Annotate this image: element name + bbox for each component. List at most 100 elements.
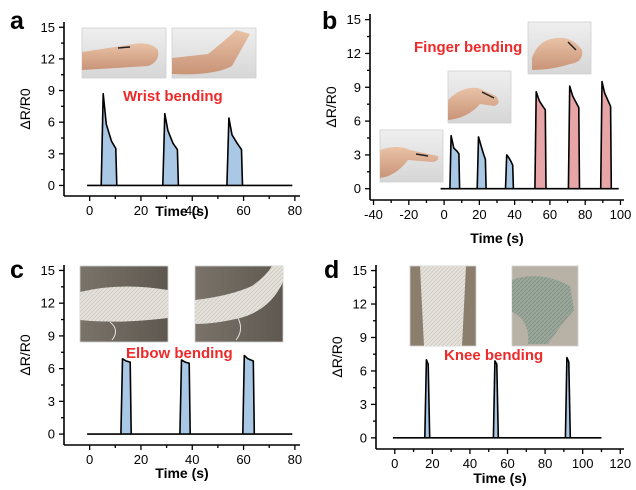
panel-d-x-tick-label: 120: [609, 456, 631, 471]
finger-half-bent-photo: [447, 70, 512, 124]
panel-b-peak-3-line: [504, 154, 515, 189]
panel-d-y-tick-label: 9: [360, 330, 367, 345]
panel-b-peak-1-line: [449, 134, 461, 189]
panel-d-x-tick-label: 60: [500, 456, 514, 471]
panel-b-peak-2-line: [476, 136, 487, 189]
panel-a-peak-2-line: [162, 112, 180, 186]
panel-b-peak-6-fill: [600, 81, 612, 189]
panel-c-peak-3-fill: [242, 355, 255, 435]
panel-b-peak-6-line: [599, 80, 613, 189]
panel-b-x-tick-label: -40: [364, 207, 383, 222]
panel-a-y-tick-label: 15: [41, 20, 55, 35]
panel-a-x-tick-label: 80: [288, 203, 302, 218]
panel-b-annotation: Finger bending: [414, 39, 522, 56]
panel-d-letter: d: [324, 256, 339, 284]
panel-c-letter: c: [10, 256, 24, 284]
panel-a-x-tick-label: 0: [86, 203, 93, 218]
panel-c-plot: 0 20 40 60 80 0 3 6 9 12 15 Time (s) ΔR/R0: [17, 263, 302, 481]
panel-b-x-tick-label: 0: [440, 207, 447, 222]
panel-a-y-tick-label: 3: [48, 146, 55, 161]
panel-b-peak-4-fill: [534, 91, 546, 189]
panel-b-y-tick-label: 6: [354, 114, 361, 129]
panel-c-y-tick-label: 12: [41, 296, 55, 311]
panel-c: c 0 20 40 60 80 0 3 6 9 12 15 Time (s) ΔR/R0 Elbow b…: [10, 256, 302, 481]
panel-a-peak-3-fill: [226, 118, 243, 186]
panel-a-x-tick-label: 20: [134, 203, 148, 218]
panel-b-peak-2-fill: [477, 136, 487, 189]
panel-a-peak-3-line: [226, 117, 244, 186]
panel-c-y-tick-label: 0: [48, 427, 55, 442]
panel-b-y-tick-label: 12: [347, 46, 361, 61]
panel-c-x-tick-label: 20: [134, 452, 148, 467]
panel-c-y-axis-title: ΔR/R0: [17, 334, 33, 375]
panel-b-x-tick-label: 100: [610, 207, 632, 222]
panel-d-annotation: Knee bending: [444, 347, 543, 364]
panel-a-annotation: Wrist bending: [123, 88, 223, 105]
panel-b-x-axis-title: Time (s): [470, 230, 523, 246]
panel-b: b -40 -20 0 20 40 60 80 100 0 3 6 9 12 15 Time (s) ΔR/R…: [322, 7, 631, 246]
knee-bent-photo: [511, 265, 579, 347]
panel-b-y-axis-title: ΔR/R0: [323, 86, 339, 127]
panel-c-peak-3-line: [242, 354, 256, 435]
finger-bent-photo: [527, 21, 592, 75]
panel-a-letter: a: [10, 7, 25, 35]
wrist-straight-photo: [81, 27, 167, 79]
knee-straight-photo: [409, 265, 477, 347]
panel-d-x-tick-label: 40: [463, 456, 477, 471]
panel-d-x-tick-label: 20: [425, 456, 439, 471]
panel-c-x-tick-label: 0: [86, 452, 93, 467]
panel-a-y-tick-label: 9: [48, 83, 55, 98]
panel-c-peak-1-line: [120, 358, 132, 435]
panel-c-y-tick-label: 15: [41, 263, 55, 278]
panel-b-x-tick-label: 60: [543, 207, 557, 222]
elbow-straight-photo: [79, 265, 169, 343]
panel-d-peak-2-line: [492, 360, 500, 438]
panel-d-peak-1-line: [424, 359, 431, 438]
panel-c-y-tick-label: 6: [48, 361, 55, 376]
wrist-bent-photo: [171, 27, 257, 79]
panel-d-x-tick-label: 80: [538, 456, 552, 471]
panel-a-peak-2-fill: [162, 113, 179, 186]
panel-d-y-tick-label: 15: [353, 263, 367, 278]
panel-d-y-tick-label: 12: [353, 297, 367, 312]
panel-d-x-axis-title: Time (s): [473, 470, 526, 486]
panel-d-peak-3-line: [564, 356, 572, 438]
finger-straight-photo: [379, 129, 444, 183]
panel-b-peak-4-line: [534, 91, 547, 189]
panel-d-y-tick-label: 6: [360, 363, 367, 378]
panel-c-x-tick-label: 40: [185, 452, 199, 467]
panel-b-peak-5-line: [567, 85, 581, 189]
panel-b-x-tick-label: 80: [578, 207, 592, 222]
panel-c-peak-2-line: [179, 359, 191, 435]
panel-b-x-tick-label: 20: [472, 207, 486, 222]
panel-b-y-tick-label: 0: [354, 181, 361, 196]
panel-c-x-tick-label: 80: [288, 452, 302, 467]
panel-d-y-axis-title: ΔR/R0: [329, 336, 345, 377]
panel-b-x-tick-label: 40: [507, 207, 521, 222]
panel-b-peak-5-fill: [568, 86, 580, 189]
panel-a-x-tick-label: 40: [185, 203, 199, 218]
panel-a-y-axis-title: ΔR/R0: [17, 88, 33, 129]
panel-d-x-tick-label: 0: [391, 456, 398, 471]
panel-a-y-tick-label: 12: [41, 51, 55, 66]
panel-b-peak-1-fill: [449, 135, 460, 189]
panel-a-x-axis-title: Time (s): [155, 203, 208, 219]
panel-d-y-tick-label: 0: [360, 430, 367, 445]
panel-a-peak-1-line: [100, 92, 118, 186]
panel-b-y-tick-label: 3: [354, 147, 361, 162]
panel-a-y-tick-label: 6: [48, 115, 55, 130]
panel-b-x-tick-label: -20: [399, 207, 418, 222]
panel-a-y-tick-label: 0: [48, 178, 55, 193]
panel-a-x-tick-label: 60: [236, 203, 250, 218]
panel-b-y-tick-label: 9: [354, 80, 361, 95]
panel-d-x-tick-label: 100: [572, 456, 594, 471]
panel-b-plot: -40 -20 0 20 40 60 80 100 0 3 6 9 12 15 Time (s) ΔR/R0: [323, 12, 631, 246]
panel-c-annotation: Elbow bending: [126, 345, 233, 362]
panel-a-plot: 0 20 40 60 80 0 3 6 9 12 15 Time (s) ΔR/R0: [17, 20, 302, 219]
panel-c-peak-2-fill: [179, 359, 191, 435]
panel-b-y-tick-label: 15: [347, 12, 361, 27]
panel-a: a 0 20 40 60 80 0 3 6 9 12 15 Time (s) ΔR/R0 Wrist b…: [10, 7, 302, 219]
panel-c-x-axis-title: Time (s): [155, 465, 208, 481]
panel-c-x-tick-label: 60: [236, 452, 250, 467]
